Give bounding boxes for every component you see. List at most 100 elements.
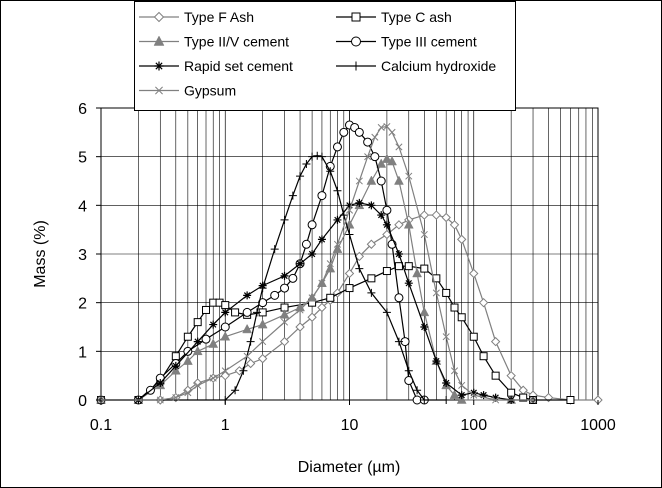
data-point xyxy=(221,308,230,317)
data-point xyxy=(326,293,335,302)
data-point xyxy=(155,86,163,95)
data-point xyxy=(259,338,267,346)
data-point xyxy=(404,366,413,375)
data-point xyxy=(367,201,376,210)
series xyxy=(97,122,537,404)
data-point xyxy=(302,159,311,168)
data-point xyxy=(376,158,387,168)
data-point xyxy=(351,12,361,22)
y-tick-label: 4 xyxy=(78,198,87,215)
data-point xyxy=(450,367,459,375)
data-point xyxy=(345,230,354,239)
data-point xyxy=(383,122,391,131)
data-point xyxy=(295,322,305,332)
data-point xyxy=(449,389,460,399)
data-point xyxy=(220,322,230,332)
data-point xyxy=(394,337,403,346)
data-point xyxy=(243,352,251,360)
data-point xyxy=(243,291,252,300)
legend-box xyxy=(134,1,516,111)
data-point xyxy=(296,172,305,181)
x-tick-label: 1 xyxy=(221,417,230,434)
data-point xyxy=(231,308,240,317)
data-point xyxy=(355,198,364,207)
data-point xyxy=(209,320,218,329)
data-point xyxy=(387,155,397,166)
data-point xyxy=(367,274,376,283)
data-point xyxy=(404,279,413,288)
data-point xyxy=(394,175,404,185)
data-point xyxy=(231,386,240,395)
legend-entry: Type III cement xyxy=(336,34,477,50)
data-point xyxy=(296,306,304,314)
data-point xyxy=(371,133,379,141)
data-point xyxy=(364,153,372,161)
y-tick-label: 0 xyxy=(78,393,87,410)
legend-label: Type II/V cement xyxy=(184,34,289,50)
data-point xyxy=(457,313,466,322)
y-tick-label: 6 xyxy=(78,101,87,118)
data-point xyxy=(209,374,217,382)
data-point xyxy=(171,352,180,361)
data-point xyxy=(208,338,219,348)
data-point xyxy=(193,318,202,327)
data-point xyxy=(419,210,430,220)
x-tick-label: 1000 xyxy=(580,417,616,434)
data-point xyxy=(420,323,429,331)
data-point xyxy=(377,211,386,220)
data-point xyxy=(382,229,392,240)
data-point xyxy=(307,220,317,230)
data-point xyxy=(308,294,316,302)
data-point xyxy=(377,123,385,132)
data-point xyxy=(280,283,290,293)
data-point xyxy=(395,143,403,151)
data-point xyxy=(193,337,202,346)
data-point xyxy=(153,35,165,46)
legend-label: Type F Ash xyxy=(184,9,254,25)
legend-label: Calcium hydroxide xyxy=(381,58,496,74)
data-point xyxy=(221,367,229,375)
data-point xyxy=(258,284,267,293)
data-point xyxy=(270,290,280,300)
data-point xyxy=(202,305,211,314)
data-point xyxy=(154,61,164,71)
series xyxy=(97,262,575,404)
data-point xyxy=(363,137,373,147)
data-point xyxy=(367,288,376,297)
data-point xyxy=(339,211,348,220)
data-point xyxy=(382,308,391,317)
data-point xyxy=(288,191,297,200)
data-point xyxy=(382,220,391,229)
data-point xyxy=(332,142,342,152)
data-point xyxy=(376,176,386,186)
data-point xyxy=(192,378,203,388)
data-point xyxy=(344,268,355,279)
data-point xyxy=(355,264,364,273)
data-point xyxy=(394,220,404,230)
y-axis-label: Mass (%) xyxy=(32,220,49,288)
data-point xyxy=(354,251,365,262)
legend-label: Type C ash xyxy=(381,9,452,25)
data-point xyxy=(449,220,460,230)
series-layer xyxy=(96,120,603,405)
legend-entry: Type C ash xyxy=(336,9,452,25)
data-point xyxy=(351,36,361,47)
data-point xyxy=(382,267,391,276)
x-axis-label: Diameter (µm) xyxy=(298,459,401,476)
data-point xyxy=(156,378,165,387)
data-point xyxy=(182,355,193,365)
data-point xyxy=(419,306,430,317)
data-point xyxy=(442,378,451,387)
data-point xyxy=(394,262,403,271)
data-point xyxy=(171,361,180,370)
x-tick-label: 10 xyxy=(341,417,359,434)
data-point xyxy=(457,391,466,400)
data-point xyxy=(456,394,467,404)
data-point xyxy=(345,284,354,293)
data-point xyxy=(442,396,451,404)
data-point xyxy=(492,396,500,404)
data-point xyxy=(354,127,364,137)
series-line xyxy=(101,125,534,401)
data-point xyxy=(318,279,326,287)
